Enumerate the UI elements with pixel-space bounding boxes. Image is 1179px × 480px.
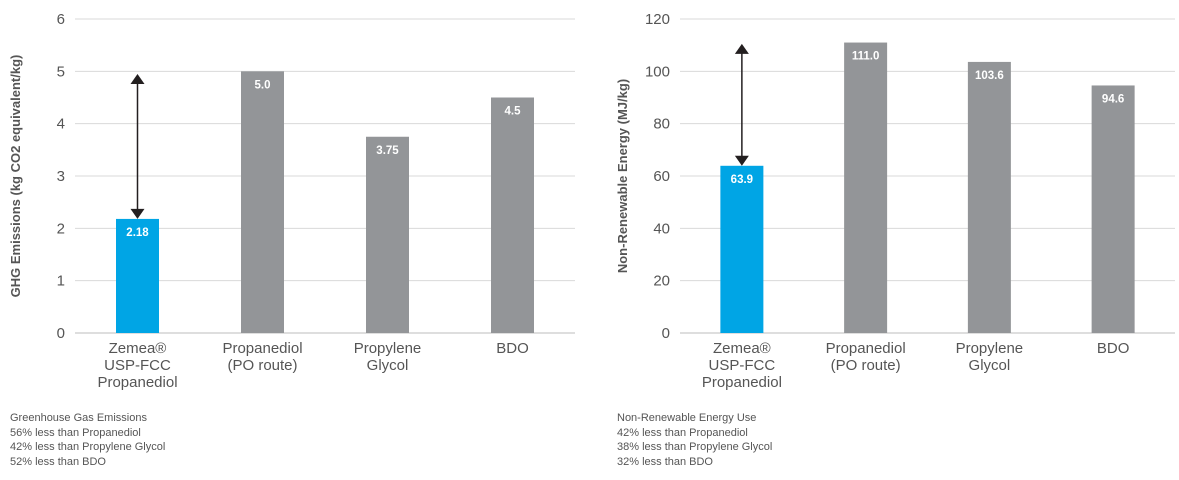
ghg-note-title: Greenhouse Gas Emissions xyxy=(10,412,147,424)
ghg-y-tick-label: 1 xyxy=(57,273,65,290)
energy-y-tick-label: 100 xyxy=(645,63,670,80)
ghg-bar xyxy=(116,218,159,333)
energy-y-tick-label: 0 xyxy=(662,325,670,342)
ghg-y-axis-label: GHG Emissions (kg CO2 equivalent/kg) xyxy=(8,55,23,298)
ghg-category-label: USP-FCC xyxy=(104,357,171,374)
ghg-bar xyxy=(241,71,284,333)
energy-category-label: Glycol xyxy=(969,357,1011,374)
energy-y-tick-label: 80 xyxy=(653,116,670,133)
ghg-note-bdo: 52% less than BDO xyxy=(10,455,106,468)
energy-bar xyxy=(1091,85,1135,333)
energy-data-label: 103.6 xyxy=(975,70,1004,82)
energy-bar xyxy=(720,165,764,333)
energy-category-label: Propanediol xyxy=(702,374,782,391)
energy-category-label: BDO xyxy=(1097,340,1130,357)
ghg-notes: Greenhouse Gas Emissions 56% less than P… xyxy=(10,411,165,469)
ghg-y-tick-label: 2 xyxy=(57,220,65,237)
energy-note-bdo: 32% less than BDO xyxy=(617,455,713,468)
energy-arrow-head-up xyxy=(734,43,749,54)
energy-note-propanediol: 42% less than Propanediol xyxy=(617,426,748,439)
energy-bar xyxy=(844,42,888,334)
ghg-y-tick-label: 6 xyxy=(57,11,65,28)
ghg-data-label: 5.0 xyxy=(255,79,271,91)
energy-bar xyxy=(967,61,1011,334)
ghg-data-label: 2.18 xyxy=(126,227,149,239)
ghg-emissions-chart: 0 1 2 3 4 5 6 GHG Emissions (kg CO2 equivalent/… xyxy=(8,11,575,391)
energy-category-label: Propanediol xyxy=(826,340,906,357)
energy-y-tick-label: 120 xyxy=(645,11,670,28)
energy-y-axis-label: Non-Renewable Energy (MJ/kg) xyxy=(615,79,630,273)
ghg-data-label: 3.75 xyxy=(376,145,399,157)
ghg-category-label: Glycol xyxy=(367,357,409,374)
ghg-bar xyxy=(491,97,534,333)
energy-category-label: (PO route) xyxy=(831,357,901,374)
ghg-arrow-head-down xyxy=(130,208,145,219)
ghg-y-tick-label: 0 xyxy=(57,325,65,342)
ghg-arrow-head-up xyxy=(130,73,145,84)
ghg-category-label: BDO xyxy=(496,340,529,357)
energy-data-label: 94.6 xyxy=(1102,93,1124,105)
energy-category-label: Propylene xyxy=(956,340,1024,357)
energy-y-tick-label: 20 xyxy=(653,273,670,290)
non-renewable-energy-chart: 0 20 40 60 80 100 120 Non-Renewable Energy (MJ/… xyxy=(615,11,1175,391)
energy-note-title: Non-Renewable Energy Use xyxy=(617,412,757,424)
ghg-y-tick-label: 5 xyxy=(57,63,65,80)
ghg-category-label: (PO route) xyxy=(227,357,297,374)
energy-category-label: Zemea® xyxy=(713,340,771,357)
energy-y-tick-label: 40 xyxy=(653,220,670,237)
ghg-bar xyxy=(366,136,409,333)
ghg-note-propanediol: 56% less than Propanediol xyxy=(10,426,141,439)
ghg-category-label: Zemea® xyxy=(109,340,167,357)
ghg-y-tick-label: 4 xyxy=(57,116,65,133)
energy-y-tick-label: 60 xyxy=(653,168,670,185)
ghg-y-tick-label: 3 xyxy=(57,168,65,185)
energy-notes: Non-Renewable Energy Use 42% less than P… xyxy=(617,411,772,469)
ghg-note-propylene-glycol: 42% less than Propylene Glycol xyxy=(10,441,166,453)
energy-category-label: USP-FCC xyxy=(709,357,776,374)
energy-arrow-head-down xyxy=(734,155,749,166)
ghg-category-label: Propylene xyxy=(354,340,422,357)
ghg-category-label: Propanediol xyxy=(97,374,177,391)
ghg-category-label: Propanediol xyxy=(222,340,302,357)
ghg-data-label: 4.5 xyxy=(505,106,522,118)
energy-data-label: 111.0 xyxy=(852,51,880,63)
energy-note-propylene-glycol: 38% less than Propylene Glycol xyxy=(617,441,773,453)
energy-data-label: 63.9 xyxy=(731,174,753,186)
